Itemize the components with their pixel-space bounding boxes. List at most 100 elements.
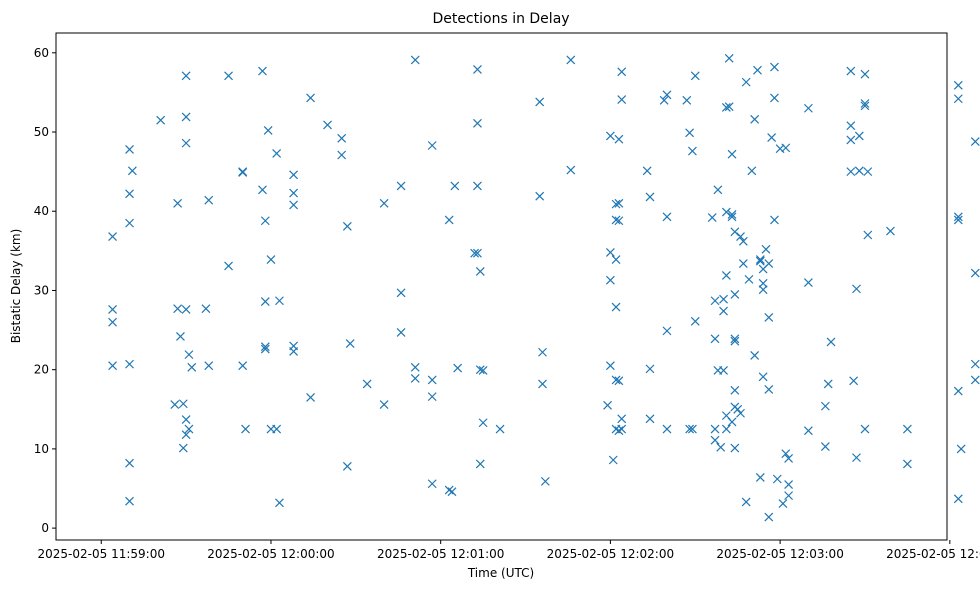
x-tick-label: 2025-02-05 12:00:00 bbox=[207, 547, 334, 561]
data-point bbox=[953, 494, 963, 504]
data-point bbox=[475, 365, 485, 375]
data-point bbox=[453, 363, 463, 373]
data-point bbox=[289, 347, 299, 356]
data-point bbox=[721, 103, 731, 112]
data-point bbox=[727, 212, 737, 222]
data-point bbox=[662, 212, 672, 222]
data-point bbox=[741, 497, 751, 507]
data-point bbox=[719, 306, 728, 316]
y-axis-label: Bistatic Delay (km) bbox=[9, 229, 23, 344]
data-point bbox=[535, 191, 545, 201]
data-point bbox=[953, 212, 963, 222]
data-point bbox=[767, 133, 777, 142]
data-point bbox=[181, 430, 191, 440]
data-point bbox=[540, 476, 550, 486]
data-point bbox=[710, 424, 720, 434]
data-point bbox=[204, 195, 214, 205]
data-point bbox=[738, 259, 748, 268]
data-point bbox=[823, 379, 833, 389]
data-point bbox=[258, 66, 267, 76]
data-point bbox=[125, 189, 134, 199]
data-point bbox=[272, 148, 282, 158]
data-point bbox=[125, 458, 134, 468]
data-point bbox=[173, 198, 183, 208]
data-point bbox=[266, 255, 276, 264]
data-point bbox=[852, 453, 861, 463]
data-point bbox=[181, 305, 191, 314]
data-point bbox=[730, 227, 740, 237]
data-point bbox=[730, 336, 740, 346]
data-point bbox=[688, 424, 697, 434]
data-point bbox=[772, 474, 782, 484]
data-point bbox=[645, 414, 655, 424]
data-point bbox=[721, 270, 731, 280]
data-point bbox=[721, 424, 731, 434]
data-point bbox=[803, 103, 813, 113]
data-point bbox=[778, 499, 788, 508]
data-point bbox=[127, 166, 137, 176]
data-point bbox=[617, 424, 627, 434]
data-point bbox=[750, 350, 760, 360]
data-point bbox=[784, 480, 794, 489]
data-point bbox=[730, 443, 740, 453]
data-point bbox=[306, 93, 315, 103]
plot-frame bbox=[55, 32, 948, 541]
x-tick-label: 2025-02-05 12:04:00 bbox=[886, 547, 980, 561]
data-point bbox=[803, 426, 813, 436]
data-point bbox=[410, 55, 420, 65]
data-point bbox=[614, 376, 624, 386]
data-point bbox=[747, 166, 757, 176]
y-tick-label: 40 bbox=[34, 204, 49, 218]
data-point bbox=[224, 261, 233, 271]
data-point bbox=[478, 366, 488, 375]
data-point bbox=[617, 95, 627, 104]
data-point bbox=[713, 185, 723, 195]
data-point bbox=[125, 218, 134, 228]
data-point bbox=[410, 373, 420, 383]
y-tick-label: 0 bbox=[41, 521, 49, 535]
data-point bbox=[744, 274, 754, 284]
data-point bbox=[770, 62, 779, 72]
data-point bbox=[603, 400, 612, 410]
data-point bbox=[617, 67, 627, 77]
data-point bbox=[730, 385, 740, 395]
data-point bbox=[427, 479, 437, 489]
data-point bbox=[473, 181, 482, 191]
data-point bbox=[125, 145, 134, 154]
data-point bbox=[953, 94, 963, 104]
data-point bbox=[535, 97, 545, 107]
data-point bbox=[475, 459, 485, 469]
data-point bbox=[444, 215, 454, 225]
data-point bbox=[396, 328, 406, 337]
data-point bbox=[478, 418, 488, 428]
data-point bbox=[473, 65, 482, 74]
data-point bbox=[970, 137, 980, 146]
data-point bbox=[755, 256, 765, 266]
data-point bbox=[396, 288, 406, 298]
data-point bbox=[738, 236, 748, 246]
data-point bbox=[852, 284, 861, 294]
data-point bbox=[611, 199, 621, 209]
y-axis-ticks: 0 10 20 30 40 50 60 bbox=[34, 46, 56, 535]
data-point bbox=[860, 424, 870, 434]
data-point bbox=[820, 442, 830, 451]
data-point bbox=[784, 453, 794, 463]
data-point bbox=[614, 216, 624, 226]
data-point bbox=[611, 302, 621, 312]
data-point bbox=[755, 472, 765, 482]
data-point bbox=[860, 69, 870, 79]
data-point bbox=[956, 444, 966, 454]
data-point bbox=[566, 165, 576, 175]
data-point bbox=[263, 126, 273, 135]
data-point bbox=[184, 424, 194, 434]
data-point bbox=[204, 361, 214, 371]
data-point bbox=[710, 334, 720, 344]
data-point bbox=[181, 71, 191, 81]
data-point bbox=[614, 426, 624, 436]
data-point bbox=[396, 181, 406, 191]
data-point bbox=[427, 392, 437, 402]
data-point bbox=[724, 53, 734, 63]
data-point bbox=[475, 267, 485, 276]
data-point bbox=[238, 361, 248, 371]
data-point bbox=[753, 65, 762, 75]
